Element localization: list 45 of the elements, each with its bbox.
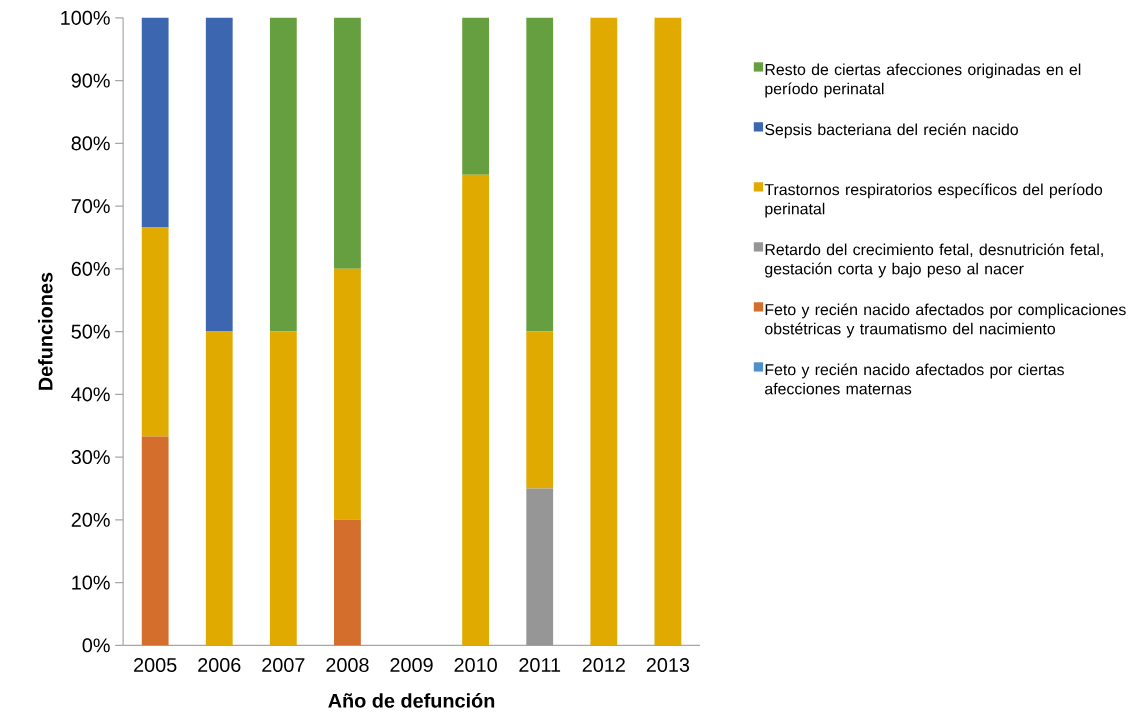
bar: [526, 17, 554, 332]
bar: [141, 17, 169, 228]
bar: [205, 331, 233, 646]
y-tick-label: 60%: [71, 261, 110, 276]
bar: [526, 331, 554, 489]
bar: [590, 17, 618, 646]
y-tick-label: 90%: [71, 73, 110, 88]
bar: [526, 488, 554, 646]
x-tick-label: 2011: [519, 658, 561, 673]
x-tick-label: 2009: [390, 658, 433, 673]
legend-label: Trastornos respiratorios específicos del período perinatal: [764, 183, 1103, 218]
x-tick-label: 2007: [262, 658, 305, 673]
bar: [334, 268, 361, 520]
y-axis-title: Defunciones: [38, 272, 53, 390]
y-tick-label: 50%: [71, 324, 110, 339]
bar: [141, 227, 169, 437]
legend-label: Sepsis bacteriana del recién nacido: [765, 123, 1018, 139]
y-tick-label: 70%: [71, 199, 110, 214]
y-tick-label: 30%: [71, 450, 110, 465]
bar: [462, 174, 490, 646]
bar: [334, 17, 361, 269]
legend-label: Resto de ciertas afecciones originadas en el período perinatal: [765, 63, 1081, 98]
y-tick-label: 100%: [61, 10, 110, 25]
bar: [269, 331, 297, 646]
x-tick-label: 2008: [326, 658, 369, 673]
x-tick-label: 2010: [454, 658, 497, 673]
bar: [205, 17, 233, 332]
x-tick-label: 2012: [582, 658, 625, 673]
y-tick-label: 20%: [71, 512, 110, 527]
legend-label: Feto y recién nacido afectados por ciertas afecciones maternas: [765, 363, 1064, 395]
bar: [654, 17, 682, 646]
x-axis-title: Año de defunción: [328, 693, 495, 708]
x-tick-label: 2005: [134, 658, 177, 673]
bar: [141, 436, 169, 646]
legend-label: Retardo del crecimiento fetal, desnutrición fetal, gestación corta y bajo peso al nacer: [765, 243, 1103, 278]
y-tick-label: 0%: [82, 638, 110, 653]
y-tick-label: 80%: [71, 136, 110, 151]
bar: [269, 17, 297, 332]
x-tick-label: 2006: [198, 658, 241, 673]
legend-label: Feto y recién nacido afectados por complicaciones obstétricas y traumatismo del nacimiento: [765, 303, 1126, 338]
y-tick-label: 40%: [71, 387, 110, 402]
x-tick-label: 2013: [646, 658, 690, 673]
y-tick-label: 10%: [72, 575, 110, 590]
bar: [462, 17, 490, 175]
bar: [334, 519, 361, 646]
